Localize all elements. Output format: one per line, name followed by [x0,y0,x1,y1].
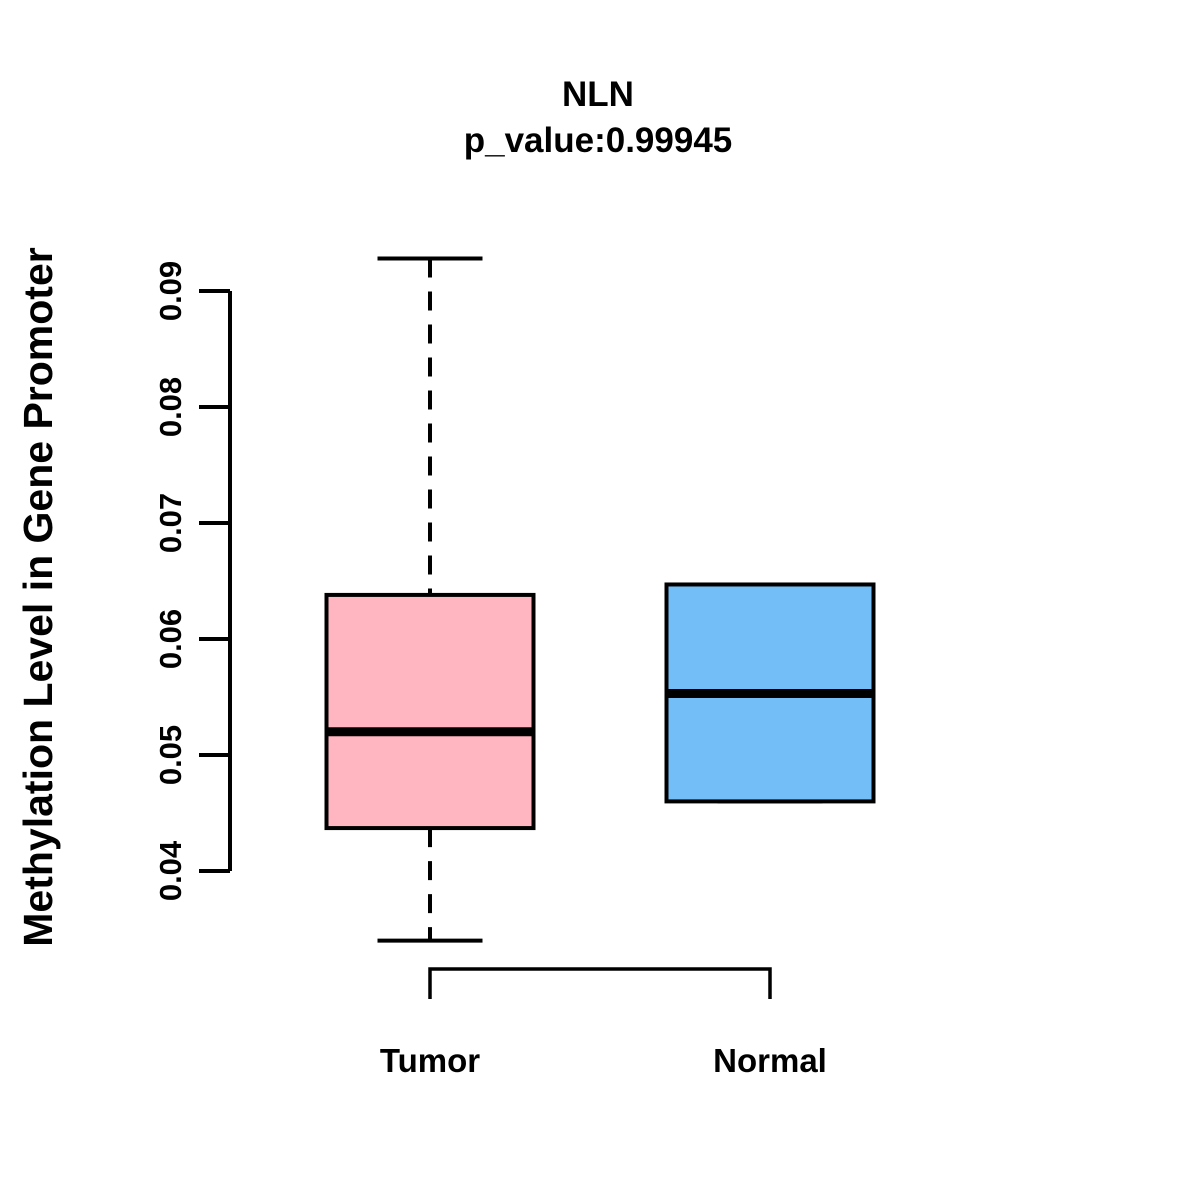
chart-title: NLN [562,75,634,114]
category-label-normal: Normal [713,1042,827,1079]
y-axis-tick-label: 0.09 [153,261,188,321]
y-axis-tick-label: 0.07 [153,493,188,553]
y-axis-tick-label: 0.08 [153,377,188,437]
x-axis-bracket [428,967,772,999]
box-tumor [324,592,536,831]
y-axis-tick-label: 0.04 [153,840,188,901]
plot-layer: 0.04 0.05 0.06 0.07 0.08 0.09 Tumor Normal [153,256,876,1079]
chart-subtitle: p_value:0.99945 [464,121,733,160]
y-axis-tick-label: 0.05 [153,725,188,785]
y-axis-title: Methylation Level in Gene Promoter [15,247,61,946]
y-axis-tick-label: 0.06 [153,609,188,669]
category-label-tumor: Tumor [380,1042,480,1079]
